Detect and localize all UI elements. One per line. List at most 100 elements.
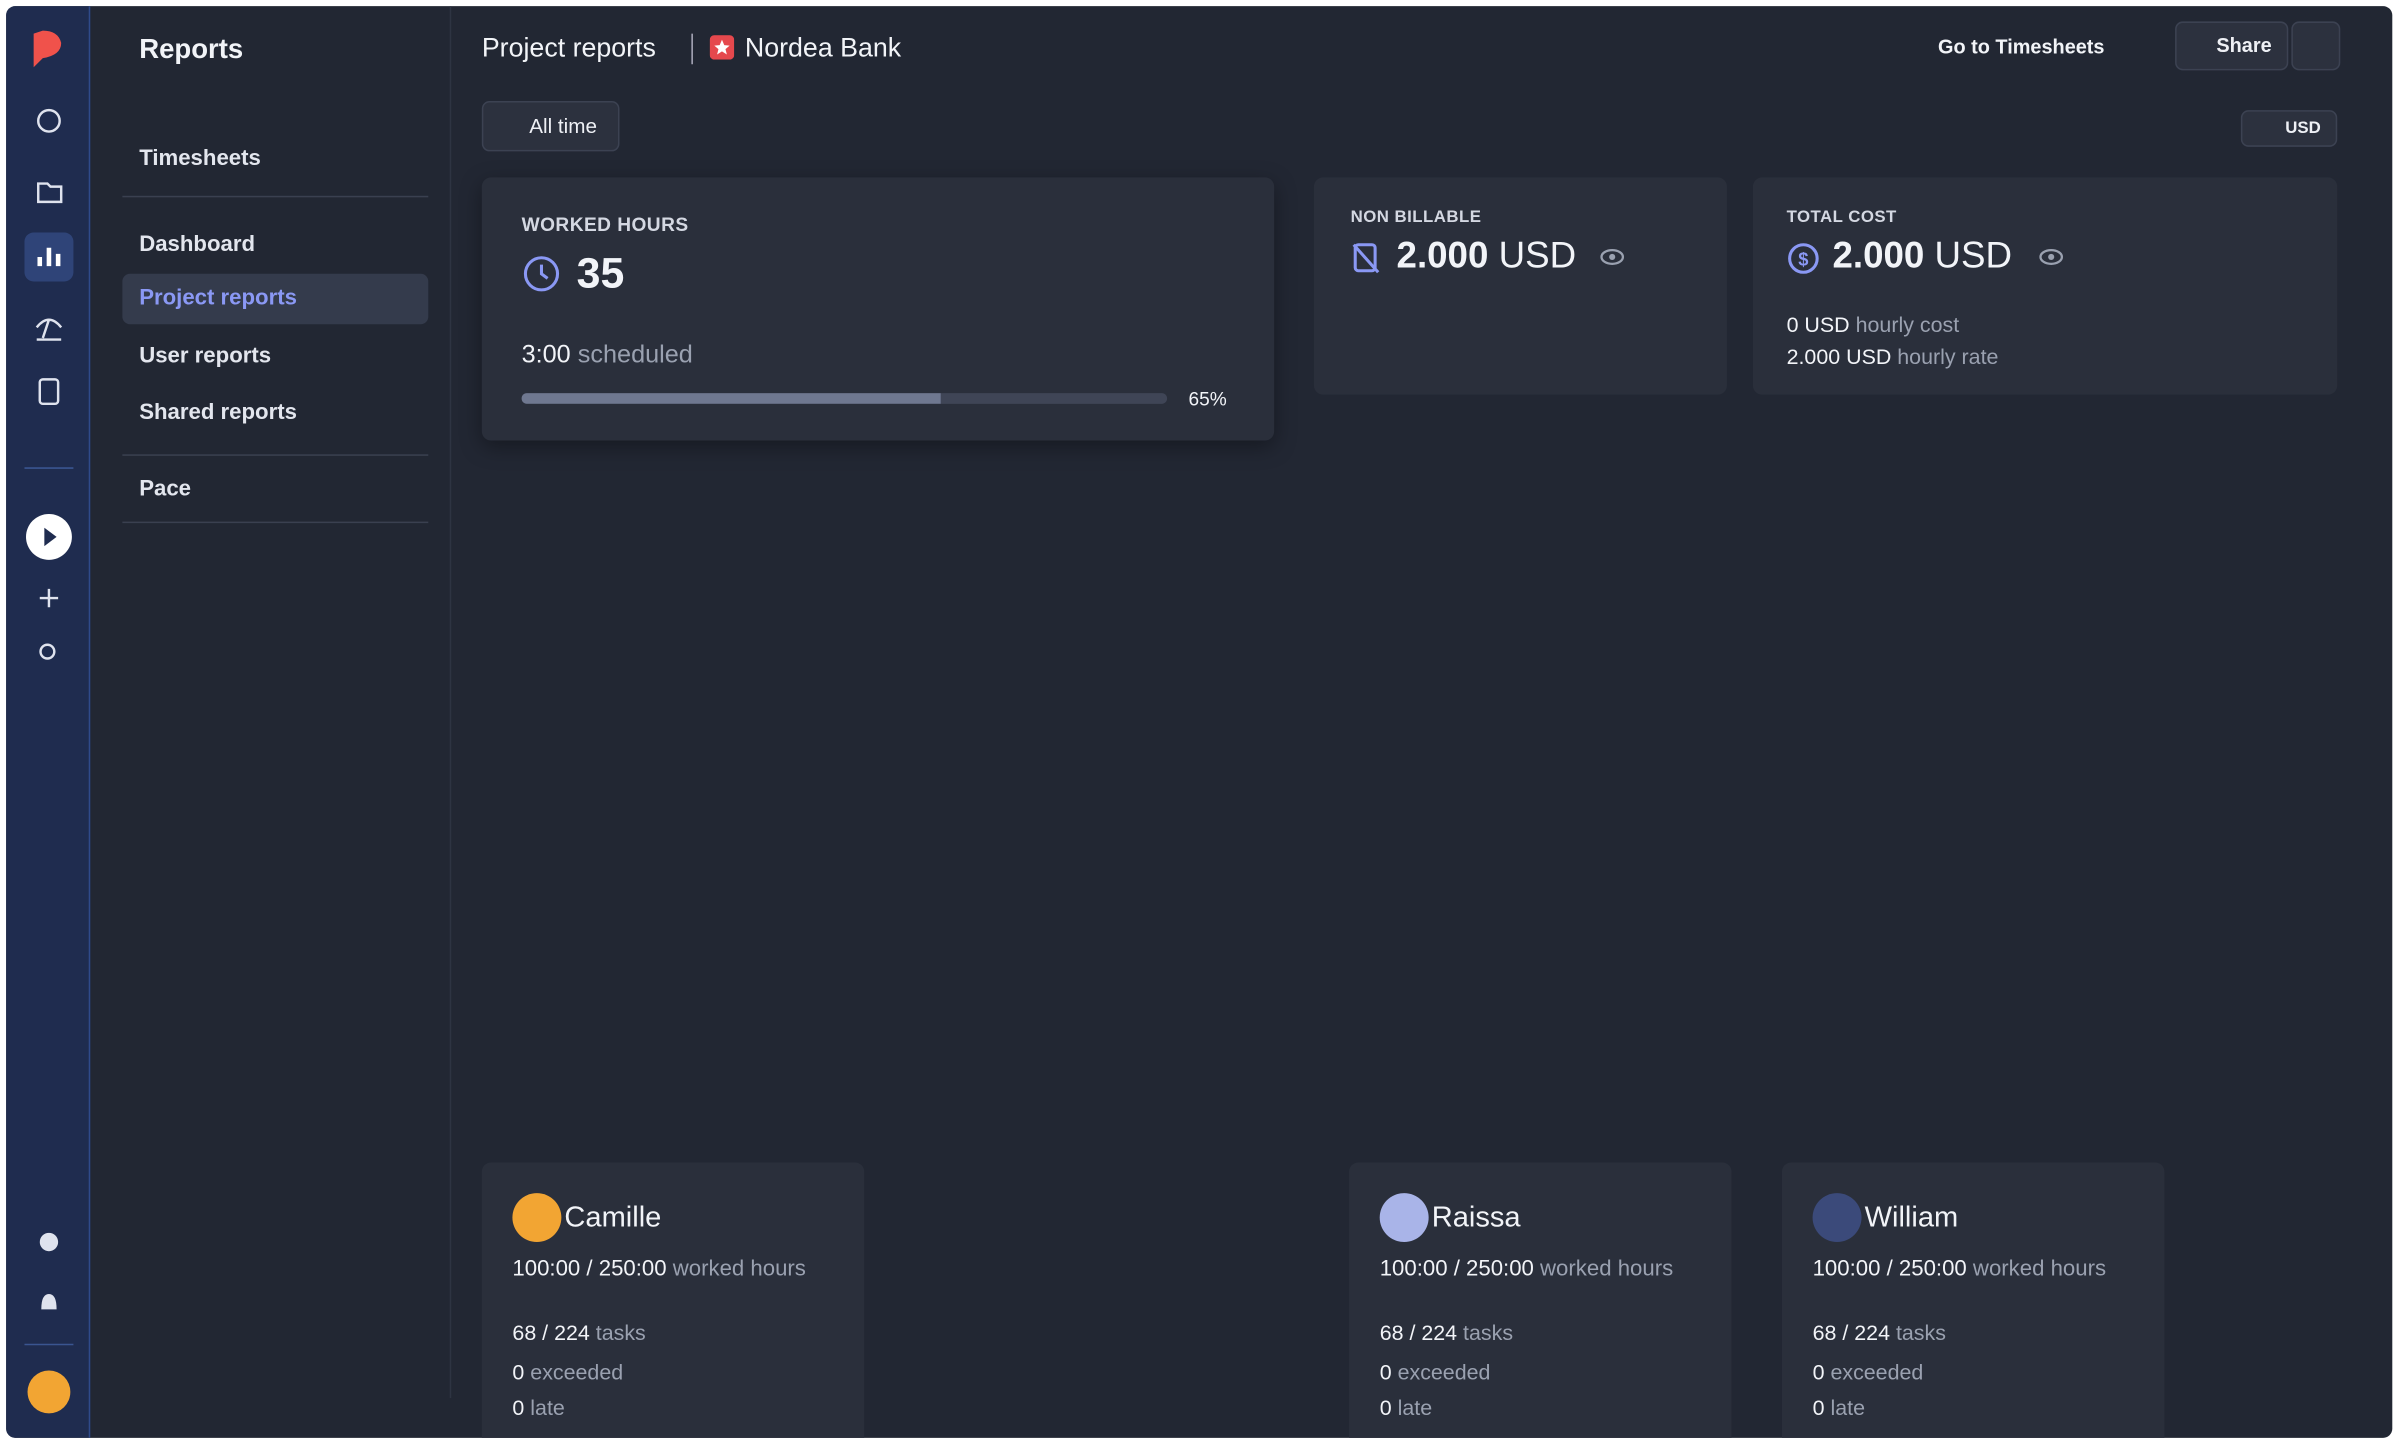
nav-item[interactable]: User reports <box>139 344 272 369</box>
search-icon[interactable] <box>39 643 56 660</box>
stat-value: 0 <box>1812 1394 1825 1420</box>
person-name: Raissa <box>1431 1202 1521 1235</box>
stat-value: 68 / 224 <box>1812 1320 1890 1345</box>
period-filter[interactable]: All time <box>481 100 620 152</box>
timesheets-link[interactable]: Go to Timesheets <box>1938 35 2105 59</box>
stat-row: 0 late <box>1813 1395 1865 1419</box>
time-icon[interactable] <box>37 108 61 133</box>
stat-row: 0 exceeded <box>512 1360 623 1384</box>
stat-value: 0 <box>512 1394 525 1420</box>
card-label: WORKED HOURS <box>521 214 689 236</box>
reports-icon <box>37 247 61 267</box>
stat-row: 100:00 / 250:00 worked hours <box>1813 1257 2106 1281</box>
cost-line: 2.000 USD hourly rate <box>1787 344 1999 368</box>
scheduled-label: scheduled <box>577 341 693 369</box>
currency-label: USD <box>2285 119 2321 138</box>
stat-value: 0 <box>1812 1359 1825 1385</box>
stat-value: 68 / 224 <box>512 1320 590 1345</box>
invoice-icon[interactable] <box>38 378 60 406</box>
nav-item[interactable]: Shared reports <box>139 400 297 426</box>
non-billable-card: NON BILLABLE 2.000 USD <box>1313 177 1727 395</box>
person-card: William 100:00 / 250:00 worked hours 68 / … <box>1781 1162 2165 1438</box>
stat-label: exceeded <box>530 1359 624 1385</box>
person-card: Raissa 100:00 / 250:00 worked hours 68 / 2… <box>1349 1162 1732 1438</box>
stat-value: 100:00 / 250:00 <box>512 1257 667 1282</box>
project-icon <box>709 35 735 60</box>
person-name: William <box>1864 1202 1959 1235</box>
avatar <box>1379 1193 1429 1243</box>
clock-icon <box>523 256 560 292</box>
total-cost-card: TOTAL COST $ 2.000 USD 0 USD hourly cost… <box>1752 177 2338 395</box>
leave-icon[interactable] <box>35 318 63 341</box>
stat-row: 0 exceeded <box>1380 1360 1491 1384</box>
stat-label: late <box>1830 1394 1865 1420</box>
share-menu[interactable] <box>2291 21 2341 71</box>
nav-item[interactable]: Timesheets <box>139 146 261 172</box>
page-section: Project reports <box>481 32 656 63</box>
amount-value: 2.000 <box>1832 235 1925 277</box>
currency-toggle[interactable]: USD <box>2240 110 2338 147</box>
cost-label: hourly cost <box>1855 312 1960 337</box>
rail-icons <box>24 30 74 1414</box>
cost-line: 0 USD hourly cost <box>1787 312 1960 336</box>
stat-label: worked hours <box>672 1257 806 1282</box>
share-label: Share <box>2216 33 2272 57</box>
stat-row: 0 late <box>512 1395 564 1419</box>
progress-bar <box>521 393 942 404</box>
nav-item[interactable]: Pace <box>139 477 192 502</box>
stat-value: 100:00 / 250:00 <box>1812 1257 1967 1282</box>
stat-row: 100:00 / 250:00 worked hours <box>512 1257 805 1281</box>
stat-label: tasks <box>595 1320 646 1345</box>
bell-icon[interactable] <box>41 1294 57 1310</box>
amount: 2.000 USD <box>1397 236 1577 279</box>
project-name: Nordea Bank <box>744 32 902 63</box>
stat-label: tasks <box>1895 1320 1946 1345</box>
visibility-icon[interactable] <box>1598 246 1626 267</box>
avatar <box>512 1193 562 1243</box>
add-icon[interactable] <box>39 588 59 608</box>
cost-value: 2.000 USD <box>1786 344 1892 369</box>
visibility-icon[interactable] <box>2037 246 2065 267</box>
amount: 2.000 USD <box>1832 236 2012 279</box>
stat-value: 100:00 / 250:00 <box>1379 1257 1534 1282</box>
stat-row: 0 late <box>1380 1395 1432 1419</box>
play-icon <box>44 527 57 547</box>
sidebar: Reports Timesheets Dashboard Project repor… <box>89 6 452 1399</box>
stat-row: 68 / 224 tasks <box>512 1320 645 1344</box>
svg-text:$: $ <box>1798 248 1808 269</box>
progress-label: 65% <box>1188 388 1227 410</box>
user-avatar[interactable] <box>27 1370 71 1414</box>
sidebar-title: Reports <box>139 33 244 65</box>
stat-value: 0 <box>512 1359 525 1385</box>
cost-label: hourly rate <box>1897 344 1999 369</box>
stat-row: 100:00 / 250:00 worked hours <box>1380 1257 1673 1281</box>
stat-label: worked hours <box>1540 1257 1674 1282</box>
app: Reports Timesheets Dashboard Project repor… <box>6 6 2393 1438</box>
cost-value: 0 USD <box>1786 312 1850 337</box>
divider <box>691 33 693 65</box>
nav-item[interactable]: Project reports <box>122 273 429 325</box>
nav-item[interactable]: Dashboard <box>139 232 256 257</box>
stat-value: 0 <box>1379 1359 1392 1385</box>
stat-row: 68 / 224 tasks <box>1380 1320 1513 1344</box>
stat-value: 68 / 224 <box>1379 1320 1458 1345</box>
projects-icon[interactable] <box>37 182 63 204</box>
period-label: All time <box>529 114 597 138</box>
stat-label: late <box>1397 1394 1433 1420</box>
settings-icon[interactable] <box>39 1232 59 1252</box>
stat-row: 0 exceeded <box>1813 1360 1924 1384</box>
share-button[interactable]: Share <box>2175 21 2289 71</box>
stat-label: exceeded <box>1830 1359 1924 1385</box>
card-label: NON BILLABLE <box>1350 208 1482 227</box>
icon-rail <box>6 6 91 1438</box>
scheduled-value: 3:00 scheduled <box>522 341 693 370</box>
stat-label: worked hours <box>1972 1257 2107 1282</box>
avatar <box>1812 1193 1862 1243</box>
person-name: Camille <box>564 1202 662 1235</box>
stat-row: 68 / 224 tasks <box>1813 1320 1946 1344</box>
scheduled-time: 3:00 <box>521 341 571 369</box>
amount-currency: USD <box>1934 235 2013 277</box>
nav-separator <box>122 454 429 456</box>
